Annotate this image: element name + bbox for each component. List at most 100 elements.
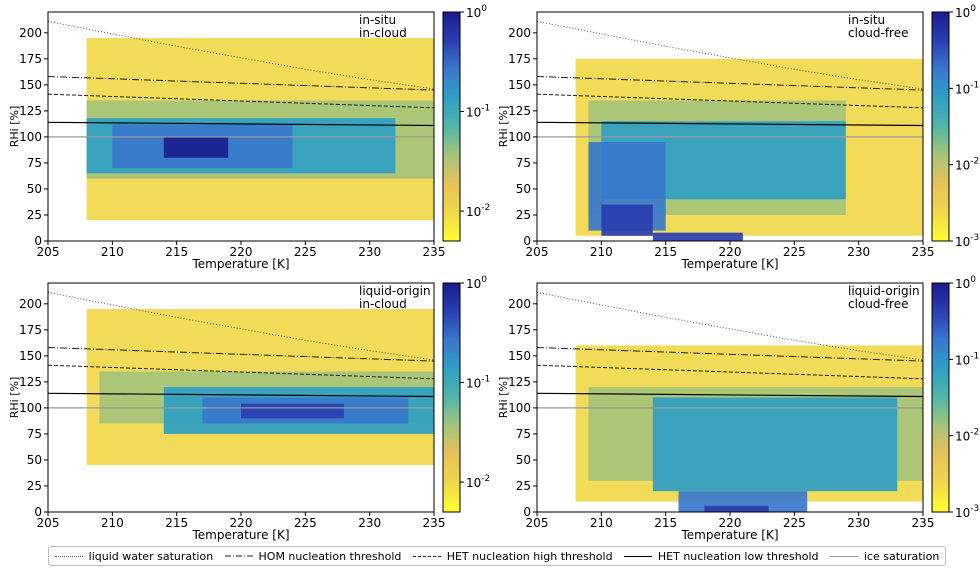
y-tick-label: 75 — [516, 427, 531, 441]
y-tick-label: 25 — [27, 208, 42, 222]
legend-label: liquid water saturation — [88, 549, 214, 563]
y-axis-label: RHi [%] — [497, 377, 510, 419]
x-tick-label: 210 — [590, 516, 613, 530]
y-tick-label: 125 — [19, 104, 42, 118]
legend-swatch-gray — [829, 555, 858, 557]
y-tick-label: 75 — [516, 156, 531, 170]
y-tick-label: 50 — [516, 453, 531, 467]
x-tick-label: 230 — [358, 516, 381, 530]
x-tick-label: 235 — [912, 245, 935, 259]
colorbar — [931, 11, 950, 242]
x-axis-label: Temperature [K] — [680, 257, 778, 271]
heatmap-body — [537, 291, 923, 512]
panel-annotation: liquid-origin — [848, 284, 920, 298]
y-axis-label: RHi [%] — [497, 106, 510, 148]
reference-line — [537, 347, 923, 362]
y-tick-label: 125 — [508, 375, 531, 389]
y-tick-label: 150 — [19, 349, 42, 363]
colorbar — [442, 11, 461, 242]
y-tick-label: 25 — [27, 479, 42, 493]
reference-line — [48, 364, 434, 380]
panel-annotation: cloud-free — [848, 26, 909, 40]
panel-annotation: cloud-free — [848, 297, 909, 311]
reference-line — [537, 121, 923, 127]
x-tick-label: 215 — [165, 516, 188, 530]
x-tick-label: 235 — [423, 245, 446, 259]
y-tick-label: 150 — [508, 349, 531, 363]
colorbar-tick-label: 100 — [955, 4, 976, 20]
x-tick-label: 210 — [590, 245, 613, 259]
x-tick-label: 220 — [719, 516, 742, 530]
y-tick-label: 50 — [27, 182, 42, 196]
x-tick-label: 215 — [654, 245, 677, 259]
x-tick-label: 225 — [294, 245, 317, 259]
x-axis-label: Temperature [K] — [191, 528, 289, 542]
legend: liquid water saturation HOM nucleation t… — [48, 546, 946, 566]
x-tick-label: 235 — [912, 516, 935, 530]
x-tick-label: 210 — [101, 245, 124, 259]
y-tick-label: 100 — [19, 130, 42, 144]
y-tick-label: 0 — [523, 505, 531, 519]
y-axis-label: RHi [%] — [8, 106, 21, 148]
y-tick-label: 100 — [508, 401, 531, 415]
x-tick-label: 205 — [526, 245, 549, 259]
y-tick-label: 200 — [19, 26, 42, 40]
y-tick-label: 125 — [19, 375, 42, 389]
panel-annotation: in-cloud — [359, 297, 407, 311]
legend-item-het-nucleation-low-threshold: HET nucleation low threshold — [623, 550, 819, 563]
heatmap-body — [48, 20, 434, 221]
y-tick-label: 0 — [523, 234, 531, 248]
colorbar — [442, 282, 461, 513]
x-tick-label: 215 — [654, 516, 677, 530]
reference-line — [48, 121, 434, 127]
heatmap-body — [537, 20, 923, 241]
x-tick-label: 230 — [847, 516, 870, 530]
colorbar-tick-label: 100 — [466, 275, 487, 291]
y-tick-label: 200 — [508, 297, 531, 311]
y-tick-label: 50 — [27, 453, 42, 467]
y-tick-label: 200 — [508, 26, 531, 40]
legend-label: ice saturation — [863, 549, 940, 563]
y-tick-label: 125 — [508, 104, 531, 118]
y-tick-label: 175 — [19, 52, 42, 66]
y-tick-label: 75 — [27, 427, 42, 441]
heatmap-cell — [704, 505, 769, 512]
y-axis-label: RHi [%] — [8, 377, 21, 419]
y-tick-label: 25 — [516, 479, 531, 493]
panel-annotation: liquid-origin — [359, 284, 431, 298]
legend-label: HET nucleation high threshold — [446, 549, 613, 563]
x-tick-label: 230 — [847, 245, 870, 259]
reference-line — [537, 392, 923, 398]
x-tick-label: 205 — [526, 516, 549, 530]
x-tick-label: 220 — [230, 516, 253, 530]
y-tick-label: 150 — [19, 78, 42, 92]
reference-line — [48, 93, 434, 109]
colorbar-tick-label: 10-2 — [955, 428, 979, 444]
colorbar-tick-label: 10-2 — [955, 157, 979, 173]
x-tick-label: 220 — [719, 245, 742, 259]
y-tick-label: 0 — [34, 234, 42, 248]
panel-annotation: in-cloud — [359, 26, 407, 40]
heatmap-panel-2: 205 210 215 220 225 230 235 0 25 50 75 100 125 150 175… — [497, 4, 979, 271]
panel-annotation: in-situ — [359, 13, 396, 27]
y-tick-label: 150 — [508, 78, 531, 92]
y-tick-label: 200 — [19, 297, 42, 311]
heatmap-cell — [652, 232, 743, 241]
colorbar-tick-label: 100 — [955, 275, 976, 291]
y-tick-label: 50 — [516, 182, 531, 196]
heatmap-panel-4: 205 210 215 220 225 230 235 0 25 50 75 100 125 150 175… — [497, 275, 979, 542]
colorbar-tick-label: 10-1 — [466, 375, 490, 391]
x-tick-label: 225 — [783, 245, 806, 259]
x-tick-label: 230 — [358, 245, 381, 259]
heatmap-panel-3: 205 210 215 220 225 230 235 0 25 50 75 100 125 150 175… — [8, 275, 490, 542]
colorbar-tick-label: 10-1 — [955, 80, 979, 96]
x-axis-label: Temperature [K] — [680, 528, 778, 542]
y-tick-label: 100 — [508, 130, 531, 144]
heatmap-cell — [241, 403, 344, 419]
x-tick-label: 210 — [101, 516, 124, 530]
legend-item-liquid-water-saturation: liquid water saturation — [54, 549, 214, 563]
colorbar-tick-label: 10-3 — [955, 504, 979, 520]
y-tick-label: 75 — [27, 156, 42, 170]
y-tick-label: 0 — [34, 505, 42, 519]
